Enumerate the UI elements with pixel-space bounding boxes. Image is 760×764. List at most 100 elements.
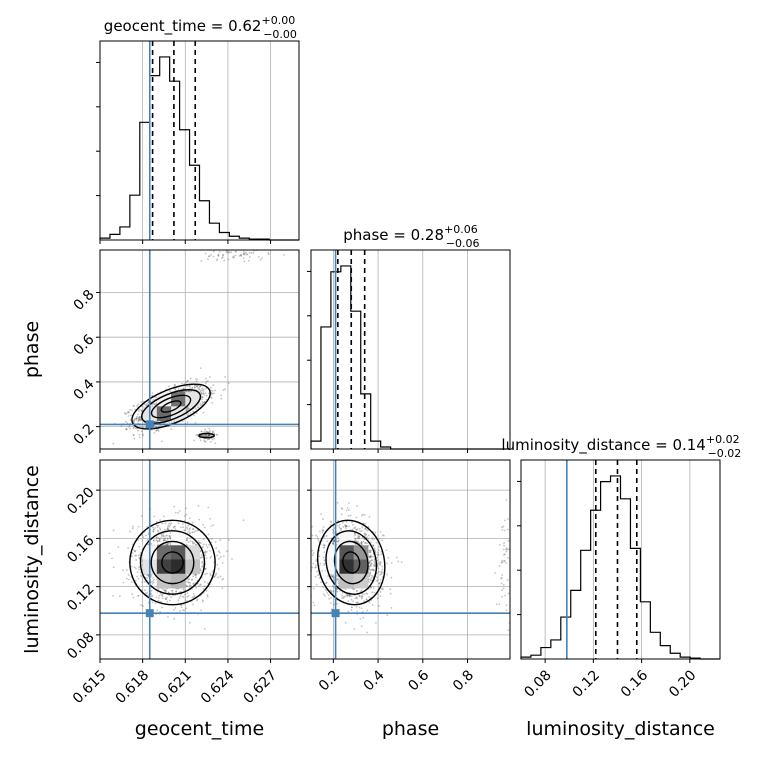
scatter-point: [132, 433, 135, 436]
scatter-point: [350, 598, 353, 601]
scatter-point: [379, 578, 382, 581]
scatter-point: [208, 255, 211, 258]
scatter-point: [360, 543, 363, 546]
scatter-point: [326, 540, 329, 543]
contour-line: [198, 432, 215, 439]
scatter-point: [203, 440, 206, 443]
scatter-point: [168, 421, 170, 423]
panel-hist-geocent_time: geocent_time = 0.62+0.00−0.00: [96, 14, 300, 244]
scatter-point: [390, 606, 393, 609]
scatter-point: [209, 386, 212, 389]
scatter-point: [152, 577, 155, 579]
scatter-point: [222, 578, 225, 580]
scatter-point: [209, 247, 211, 249]
x-tick-label: 0.4: [361, 667, 388, 694]
density-cell: [156, 545, 172, 560]
scatter-point: [208, 375, 211, 378]
scatter-point: [190, 390, 193, 393]
scatter-point: [221, 256, 224, 258]
scatter-point: [370, 577, 373, 579]
scatter-point: [206, 595, 209, 598]
scatter-point: [372, 569, 375, 571]
scatter-point: [283, 253, 285, 256]
scatter-point: [368, 574, 371, 577]
scatter-point: [132, 427, 135, 430]
scatter-point: [201, 389, 204, 392]
scatter-point: [204, 377, 207, 380]
contour-line: [131, 383, 211, 430]
scatter-point: [162, 539, 165, 542]
scatter-point: [186, 592, 189, 595]
scatter-point: [505, 550, 508, 553]
scatter-point: [372, 587, 375, 589]
scatter-point: [173, 617, 176, 620]
scatter-point: [207, 392, 210, 395]
scatter-point: [358, 537, 361, 540]
scatter-point: [260, 242, 262, 244]
scatter-point: [376, 593, 379, 596]
scatter-point: [201, 546, 204, 549]
scatter-point: [155, 421, 158, 423]
scatter-point: [152, 530, 155, 533]
scatter-point: [147, 401, 150, 403]
scatter-point: [204, 554, 207, 557]
scatter-point: [137, 403, 140, 406]
panel-2d-phase-luminosity_distance: 0.2 0.4 0.6 0.8: [307, 459, 511, 694]
scatter-point: [151, 394, 153, 397]
scatter-point: [322, 593, 325, 595]
scatter-point: [311, 554, 314, 557]
scatter-point: [373, 564, 376, 567]
scatter-point: [193, 595, 196, 597]
scatter-point: [191, 386, 194, 389]
scatter-point: [170, 522, 173, 525]
panel-border: [310, 249, 511, 450]
scatter-point: [503, 559, 506, 562]
scatter-point: [323, 535, 326, 538]
scatter-point: [164, 589, 167, 592]
scatter-point: [167, 543, 170, 546]
scatter-point: [369, 578, 371, 581]
scatter-point: [217, 550, 220, 553]
scatter-point: [214, 442, 217, 445]
scatter-point: [136, 571, 139, 574]
scatter-point: [187, 579, 190, 581]
scatter-point: [243, 250, 245, 253]
scatter-point: [259, 258, 262, 261]
scatter-point: [153, 432, 156, 434]
scatter-point: [337, 540, 340, 543]
scatter-point: [210, 538, 213, 541]
scatter-point: [380, 572, 383, 574]
scatter-point: [378, 561, 381, 564]
scatter-point: [192, 603, 194, 606]
scatter-point: [336, 501, 339, 504]
scatter-point: [379, 564, 382, 566]
scatter-point: [181, 390, 184, 393]
scatter-point: [312, 552, 315, 555]
scatter-point: [162, 515, 165, 518]
scatter-point: [337, 578, 340, 581]
scatter-point: [244, 243, 246, 245]
scatter-point: [210, 397, 213, 399]
scatter-point: [379, 563, 381, 566]
scatter-point: [316, 570, 319, 573]
scatter-point: [142, 605, 145, 608]
scatter-point: [177, 388, 180, 390]
scatter-point: [333, 576, 336, 579]
scatter-point: [357, 534, 360, 536]
scatter-point: [128, 425, 130, 428]
scatter-point: [162, 539, 165, 542]
scatter-point: [358, 606, 361, 609]
scatter-point: [166, 534, 168, 537]
scatter-point: [185, 580, 188, 583]
scatter-point: [137, 525, 140, 528]
scatter-point: [372, 544, 374, 546]
scatter-point: [242, 257, 245, 260]
scatter-point: [215, 433, 218, 436]
scatter-point: [369, 572, 371, 575]
scatter-point: [132, 420, 135, 422]
scatter-point: [206, 438, 209, 441]
scatter-point: [128, 578, 131, 581]
scatter-point: [164, 528, 166, 531]
scatter-point: [360, 541, 363, 544]
scatter-point: [200, 430, 203, 433]
